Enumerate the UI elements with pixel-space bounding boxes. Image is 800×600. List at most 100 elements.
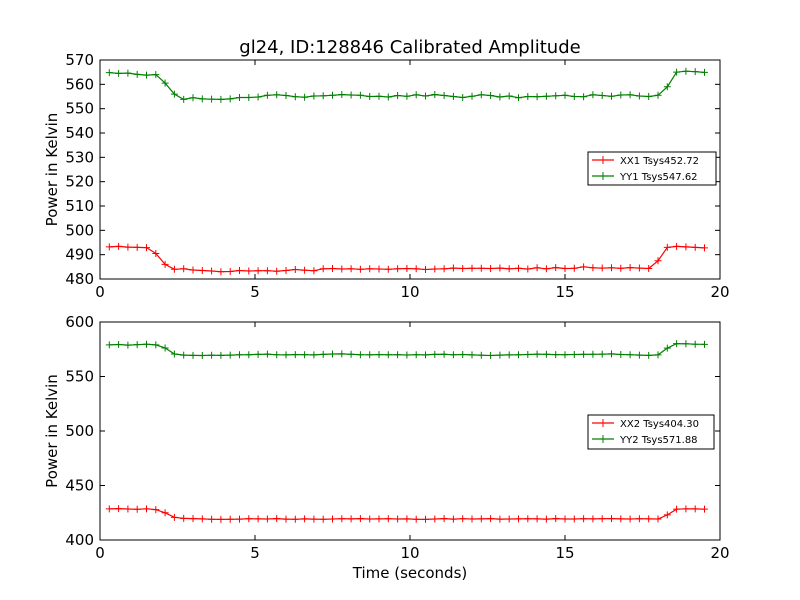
data-point <box>682 505 690 513</box>
data-point <box>598 264 606 272</box>
data-point <box>608 515 615 523</box>
data-point <box>533 350 541 358</box>
data-point <box>245 93 253 101</box>
data-point <box>105 243 113 251</box>
data-point <box>505 351 513 359</box>
data-point <box>459 350 467 358</box>
data-point <box>236 515 243 523</box>
data-point <box>356 91 364 99</box>
data-point <box>217 351 225 359</box>
data-point <box>487 351 495 359</box>
data-point <box>366 265 374 273</box>
data-point <box>208 351 216 359</box>
data-point <box>133 341 141 349</box>
data-point <box>477 264 485 272</box>
x-tick-label: 15 <box>555 544 574 562</box>
data-point <box>208 515 216 523</box>
y-tick-label: 550 <box>65 368 94 386</box>
data-point <box>143 340 150 348</box>
data-point <box>598 350 606 358</box>
legend-marker <box>599 156 607 164</box>
data-point <box>608 350 615 358</box>
legend-label: XX1 Tsys452.72 <box>620 156 699 167</box>
data-point <box>422 92 429 100</box>
data-point <box>635 92 643 100</box>
y-tick-label: 500 <box>65 221 94 239</box>
data-point <box>617 515 625 523</box>
data-point <box>403 351 411 359</box>
data-point <box>198 351 206 359</box>
data-point <box>217 95 225 103</box>
data-point <box>487 265 495 273</box>
data-point <box>663 511 671 519</box>
data-point <box>580 515 588 523</box>
data-point <box>301 266 309 274</box>
data-point <box>682 340 690 348</box>
data-point <box>170 513 178 521</box>
legend-label: XX2 Tsys404.30 <box>620 419 699 430</box>
data-point <box>180 265 188 273</box>
legend-label: YY1 Tsys547.62 <box>619 172 698 183</box>
data-point <box>663 243 671 251</box>
legend-marker <box>599 419 607 427</box>
data-point <box>143 244 150 252</box>
data-point <box>542 515 550 523</box>
data-point <box>403 515 411 523</box>
data-point <box>301 351 309 359</box>
x-tick-label: 10 <box>400 544 419 562</box>
data-point <box>496 264 504 272</box>
data-point <box>459 515 467 523</box>
data-point <box>254 350 262 358</box>
data-point <box>273 267 281 275</box>
data-point <box>180 351 188 359</box>
data-point <box>161 79 169 87</box>
data-point <box>356 515 364 523</box>
data-point <box>124 341 132 349</box>
data-point <box>291 266 299 274</box>
data-point <box>189 266 197 274</box>
data-point <box>319 350 327 358</box>
data-point <box>329 350 336 358</box>
data-point <box>115 340 123 348</box>
data-point <box>319 265 327 273</box>
data-point <box>394 515 402 523</box>
data-point <box>505 92 513 100</box>
data-point <box>143 505 150 513</box>
data-point <box>422 515 429 523</box>
data-point <box>673 340 681 348</box>
data-point <box>366 93 374 100</box>
data-point <box>487 92 495 100</box>
data-point <box>384 351 392 359</box>
data-point <box>263 515 271 523</box>
data-point <box>542 265 550 273</box>
data-point <box>170 265 178 273</box>
x-tick-label: 15 <box>555 283 574 301</box>
data-point <box>561 265 569 273</box>
data-point <box>533 93 541 101</box>
data-point <box>505 265 513 273</box>
data-point <box>282 266 290 274</box>
data-point <box>329 265 336 273</box>
data-point <box>477 351 485 359</box>
data-point <box>338 91 346 99</box>
data-point <box>477 91 485 99</box>
data-point <box>691 505 699 513</box>
data-point <box>198 515 206 523</box>
data-point <box>170 90 178 98</box>
data-point <box>449 93 457 100</box>
data-point <box>217 268 225 276</box>
data-point <box>152 249 160 257</box>
data-point <box>152 71 160 79</box>
data-point <box>124 69 132 77</box>
data-point <box>570 350 578 358</box>
data-point <box>394 351 402 359</box>
data-point <box>524 350 532 358</box>
data-point <box>291 515 299 523</box>
data-point <box>412 265 420 273</box>
data-point <box>542 350 550 358</box>
data-point <box>366 515 374 523</box>
data-point <box>375 351 383 359</box>
y-tick-label: 510 <box>65 197 94 215</box>
data-point <box>422 266 429 274</box>
